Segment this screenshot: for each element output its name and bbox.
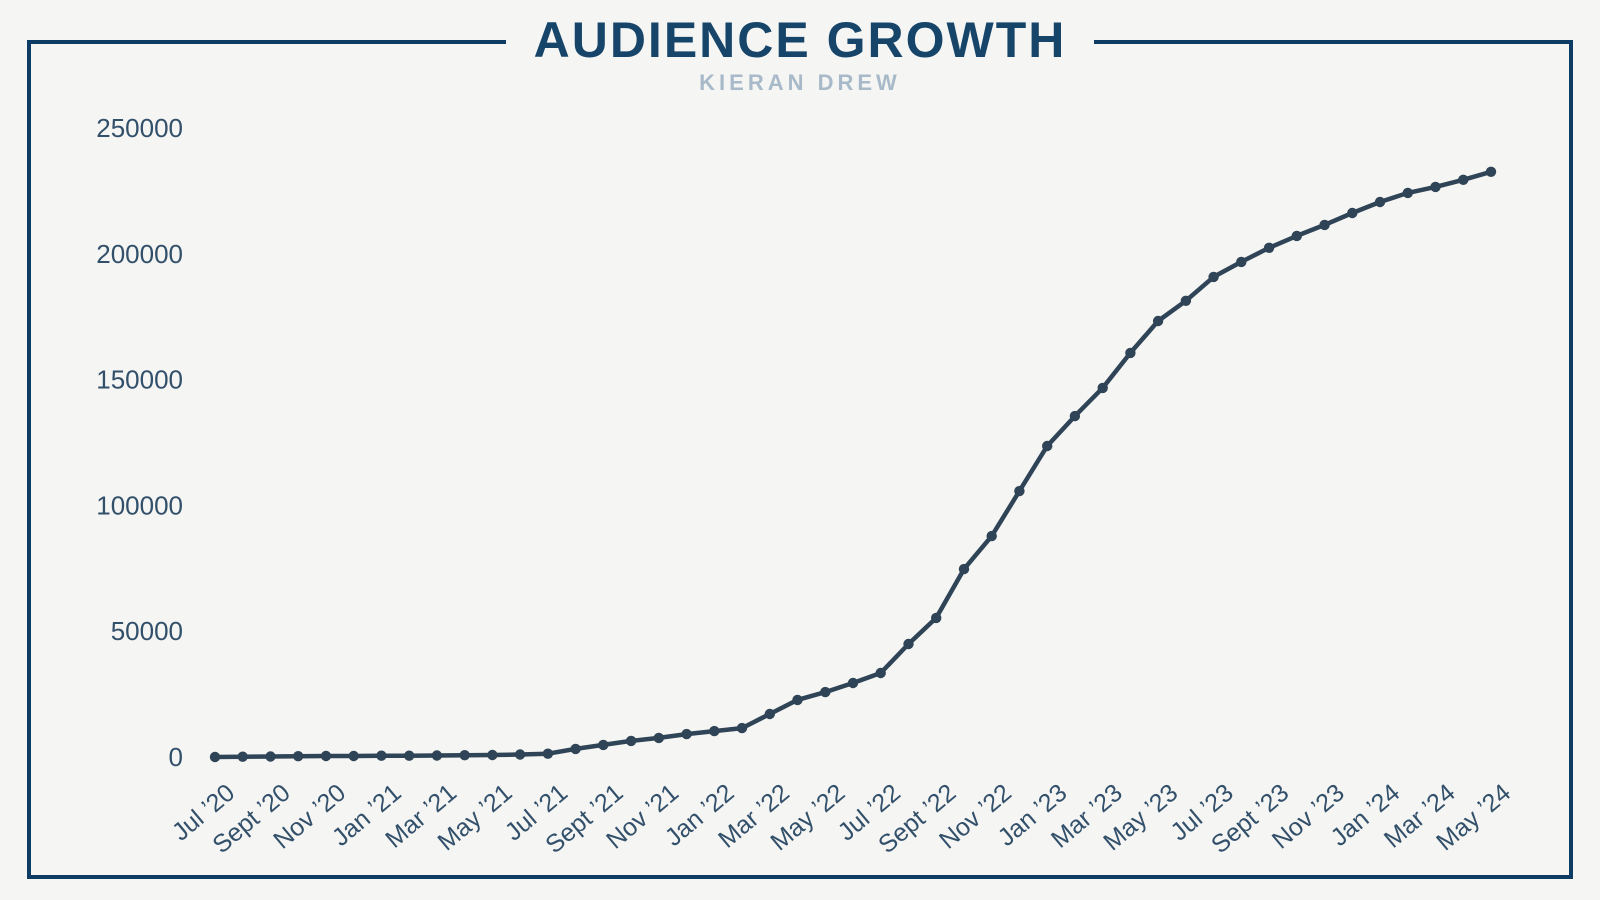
y-tick-label: 200000 [96,239,183,269]
data-point [1263,242,1275,253]
data-point [1236,256,1247,268]
data-point [1319,219,1330,231]
y-tick-label: 250000 [96,113,183,143]
y-tick-label: 0 [169,742,183,772]
data-point [404,750,415,761]
data-point [293,751,304,762]
data-point [209,751,221,763]
data-point [1208,271,1219,283]
data-point [903,638,914,650]
y-axis-tick-labels: 0 50000 100000 150000 200000 250000 [96,113,183,772]
data-point [1069,410,1081,422]
data-point [792,694,803,706]
data-point [1374,196,1386,208]
data-point [986,530,997,542]
data-point [1458,174,1469,185]
data-point [1097,382,1108,394]
data-point [542,748,554,759]
data-point [1042,440,1053,452]
chart-header: AUDIENCE GROWTH KIERAN DREW [0,0,1600,96]
data-point [514,749,526,760]
data-point [709,725,720,737]
data-point [348,750,359,762]
y-tick-label: 50000 [111,616,183,646]
data-point [1402,187,1414,199]
data-point [376,750,387,761]
data-point [1180,295,1192,306]
data-point [459,750,470,761]
data-point [958,563,970,575]
data-point [847,677,859,689]
data-point-markers [209,166,1497,763]
chart-title: AUDIENCE GROWTH [505,12,1095,68]
data-point [431,750,443,761]
data-point [598,739,609,751]
y-tick-label: 150000 [96,365,183,395]
data-point [1485,166,1497,177]
data-point [875,667,886,679]
data-point [1430,181,1441,193]
data-point [487,749,498,761]
data-point [265,751,276,762]
data-point [764,708,775,720]
data-point [1014,485,1025,497]
data-point [570,743,581,755]
data-point [736,722,748,734]
data-point [1152,315,1164,327]
data-point [1347,207,1358,219]
y-tick-label: 100000 [96,490,183,520]
data-point [1125,347,1136,359]
data-point [320,750,332,762]
data-point [681,728,692,740]
chart-line [212,169,1494,760]
data-point [653,732,664,744]
data-point [1291,230,1303,242]
data-point [931,612,942,624]
data-point [237,751,248,762]
chart-subtitle: KIERAN DREW [699,70,901,95]
data-point [625,735,637,747]
growth-line-series [212,169,1494,760]
data-point [820,686,831,698]
